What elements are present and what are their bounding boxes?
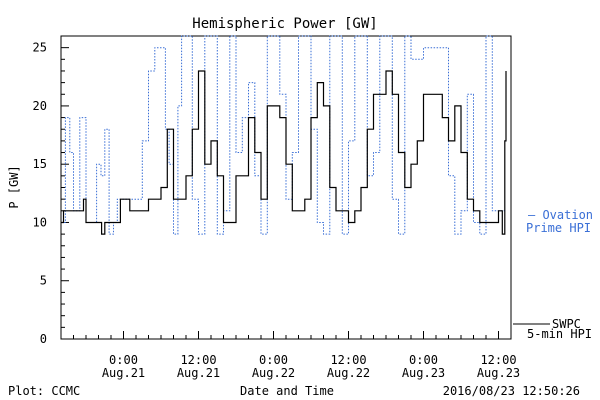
x-tick-time: 0:00 bbox=[409, 353, 438, 367]
x-tick-time: 12:00 bbox=[330, 353, 366, 367]
legend-swpc-line2: 5-min HPI bbox=[527, 327, 592, 341]
x-tick-date: Aug.23 bbox=[402, 366, 445, 380]
series-ovation bbox=[61, 35, 505, 235]
x-tick-time: 12:00 bbox=[180, 353, 216, 367]
y-tick-label: 5 bbox=[40, 274, 47, 288]
x-tick-date: Aug.22 bbox=[327, 366, 370, 380]
x-tick-time: 0:00 bbox=[109, 353, 138, 367]
y-tick-label: 20 bbox=[33, 99, 47, 113]
x-axis-ticks: 0:00Aug.2112:00Aug.210:00Aug.2212:00Aug.… bbox=[60, 331, 520, 380]
legend-swpc-line1: SWPC bbox=[552, 317, 581, 331]
y-tick-label: 10 bbox=[33, 215, 47, 229]
series-layer bbox=[61, 35, 507, 235]
legend: — Ovation Prime HPI SWPC 5-min HPI bbox=[513, 208, 593, 341]
series-swpc bbox=[61, 70, 507, 235]
x-tick-time: 0:00 bbox=[259, 353, 288, 367]
y-tick-label: 25 bbox=[33, 41, 47, 55]
x-tick-date: Aug.21 bbox=[102, 366, 145, 380]
chart-title: Hemispheric Power [GW] bbox=[192, 16, 377, 32]
ovation-line bbox=[61, 35, 505, 235]
swpc-line bbox=[61, 70, 507, 235]
x-tick-time: 12:00 bbox=[480, 353, 516, 367]
legend-ovation-line2: Prime HPI bbox=[526, 221, 591, 235]
x-axis-label: Date and Time bbox=[240, 384, 334, 398]
y-tick-label: 15 bbox=[33, 157, 47, 171]
x-tick-date: Aug.21 bbox=[177, 366, 220, 380]
timestamp: 2016/08/23 12:50:26 bbox=[443, 384, 580, 398]
y-axis-label: P [GW] bbox=[7, 165, 21, 208]
legend-ovation-line1: — Ovation bbox=[528, 208, 593, 222]
x-tick-date: Aug.22 bbox=[252, 366, 295, 380]
y-tick-label: 0 bbox=[40, 332, 47, 346]
y-axis-ticks: 0 5 10 15 20 25 bbox=[33, 35, 69, 346]
x-tick-date: Aug.23 bbox=[477, 366, 520, 380]
plot-credit: Plot: CCMC bbox=[8, 384, 80, 398]
